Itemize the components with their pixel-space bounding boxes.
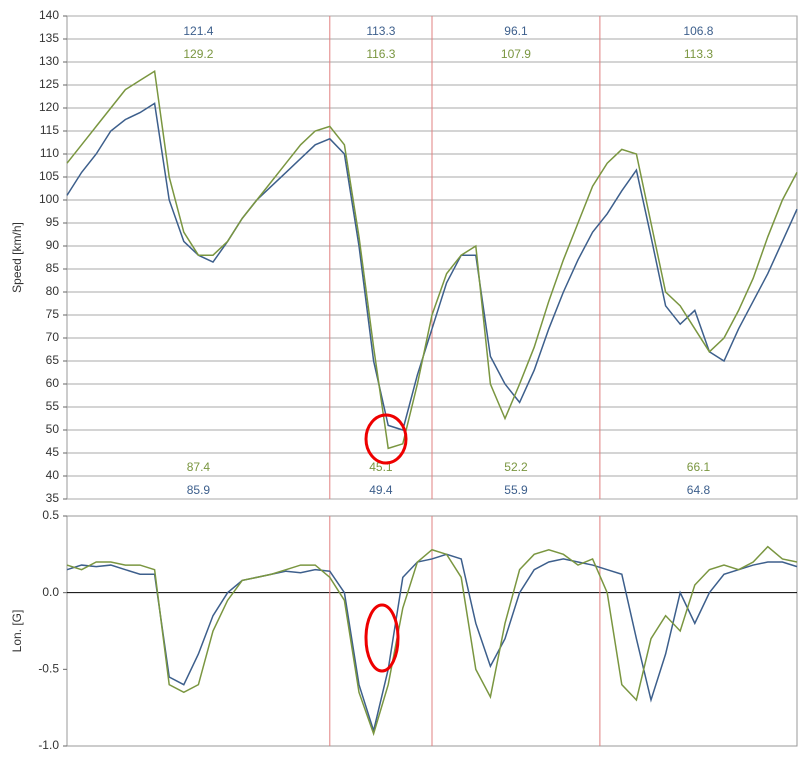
section-min-label: 52.2 <box>504 460 528 474</box>
section-max-label: 106.8 <box>683 24 713 38</box>
y-tick-label: -0.5 <box>38 662 59 676</box>
y-tick-label: 120 <box>39 100 59 114</box>
section-max-label: 96.1 <box>504 24 528 38</box>
y-tick-label: 80 <box>46 284 60 298</box>
y-tick-label: 95 <box>46 215 60 229</box>
section-min-label: 85.9 <box>187 483 211 497</box>
section-min-label: 64.8 <box>687 483 711 497</box>
y-tick-label: 0.5 <box>42 508 59 522</box>
y-axis-label: Speed [km/h] <box>10 222 24 293</box>
y-tick-label: 35 <box>46 491 60 505</box>
highlight-circle <box>364 603 400 673</box>
section-min-label: 49.4 <box>369 483 393 497</box>
y-tick-label: 85 <box>46 261 60 275</box>
section-max-label: 116.3 <box>366 47 395 61</box>
y-tick-label: 45 <box>46 445 60 459</box>
y-tick-label: 115 <box>40 123 59 137</box>
y-tick-label: 65 <box>46 353 60 367</box>
y-tick-label: 135 <box>39 31 59 45</box>
y-tick-label: 130 <box>39 54 59 68</box>
y-tick-label: 0.0 <box>42 585 59 599</box>
y-tick-label: 140 <box>39 8 59 22</box>
highlight-circle <box>364 413 408 465</box>
section-max-label: 107.9 <box>501 47 531 61</box>
section-max-label: 113.3 <box>684 47 713 61</box>
series-line <box>66 102 798 431</box>
y-tick-label: 100 <box>39 192 59 206</box>
section-min-label: 87.4 <box>187 460 211 474</box>
section-max-label: 129.2 <box>183 47 213 61</box>
section-max-label: 121.4 <box>183 24 213 38</box>
series-line <box>66 545 798 737</box>
y-tick-label: 75 <box>46 307 60 321</box>
y-tick-label: 55 <box>46 399 60 413</box>
series-line <box>66 69 798 450</box>
y-tick-label: 90 <box>46 238 60 252</box>
y-tick-label: 70 <box>46 330 60 344</box>
y-tick-label: 105 <box>39 169 59 183</box>
y-axis-label: Lon. [G] <box>10 610 24 653</box>
section-max-label: 113.3 <box>366 24 395 38</box>
y-tick-label: -1.0 <box>38 738 59 752</box>
y-tick-label: 125 <box>39 77 59 91</box>
section-min-label: 66.1 <box>687 460 711 474</box>
y-tick-label: 110 <box>40 146 59 160</box>
series-line <box>66 553 798 734</box>
section-min-label: 55.9 <box>504 483 528 497</box>
y-tick-label: 60 <box>46 376 60 390</box>
y-tick-label: 40 <box>46 468 60 482</box>
y-tick-label: 50 <box>46 422 60 436</box>
